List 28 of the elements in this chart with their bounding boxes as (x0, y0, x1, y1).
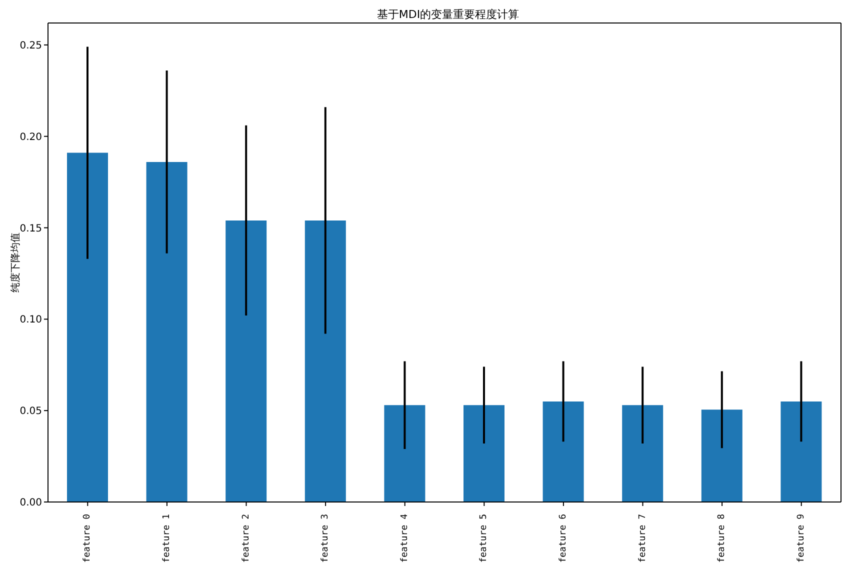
bar (226, 220, 267, 502)
x-tick-label: feature 0 (82, 514, 93, 563)
x-tick-label: feature 2 (241, 514, 252, 563)
y-tick-label: 0.15 (20, 223, 42, 234)
y-axis-title: 纯度下降均值 (10, 232, 22, 292)
y-tick-label: 0.05 (20, 406, 42, 418)
x-tick-label: feature 9 (796, 514, 806, 563)
bar (464, 405, 504, 502)
x-tick-label: feature 4 (400, 514, 410, 563)
y-tick-label: 0.25 (20, 40, 42, 52)
bar (622, 405, 664, 502)
bar (67, 152, 108, 502)
bar (384, 405, 426, 502)
bar (146, 162, 188, 502)
bar (304, 220, 346, 502)
x-tick-label: feature 3 (320, 514, 331, 563)
y-tick-label: 0.00 (20, 498, 42, 509)
bar (780, 401, 822, 502)
bar (701, 410, 742, 502)
x-tick-label: feature 8 (717, 514, 728, 563)
bar (542, 401, 584, 502)
y-tick-label: 0.10 (20, 314, 42, 326)
x-tick-label: feature 7 (638, 514, 648, 563)
chart-title: 基于MDI的变量重要程度计算 (376, 8, 520, 22)
x-tick-label: feature 5 (479, 514, 490, 563)
x-tick-label: feature 1 (162, 514, 172, 563)
x-tick-label: feature 6 (558, 514, 568, 563)
y-tick-label: 0.20 (20, 132, 42, 143)
